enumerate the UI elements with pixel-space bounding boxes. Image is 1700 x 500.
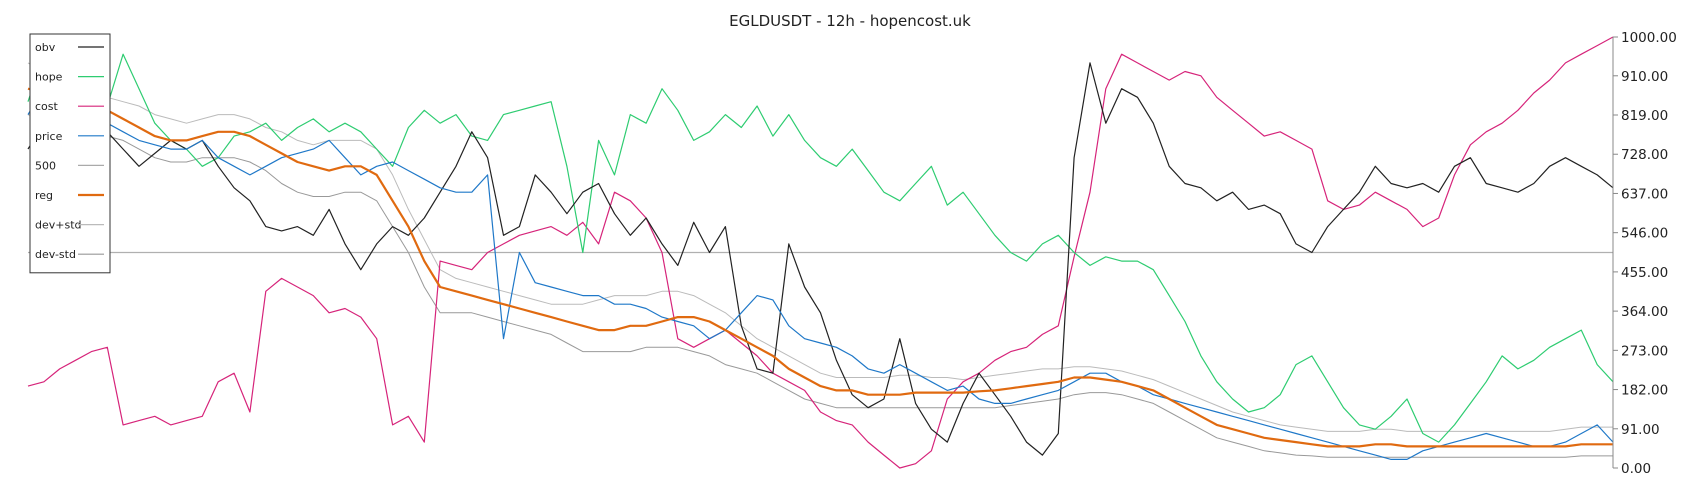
legend-label: dev+std [35,219,82,232]
legend-label: price [35,130,63,143]
y-tick-label: 637.00 [1621,186,1668,202]
y-tick-label: 91.00 [1621,422,1660,438]
chart-title: EGLDUSDT - 12h - hopencost.uk [729,12,971,30]
y-tick-label: 1000.00 [1621,30,1677,46]
series-line-obv [27,62,1614,456]
y-tick-label: 546.00 [1621,226,1668,242]
series-line-dev-std [27,62,1613,432]
series-line-reg [27,87,1613,448]
y-tick-label: 819.00 [1621,108,1668,124]
legend-label: hope [35,71,63,84]
y-tick-label: 728.00 [1621,147,1668,163]
y-tick-label: 273.00 [1621,343,1668,359]
series-line-price [27,88,1614,460]
legend-label: 500 [35,159,56,172]
series-line-cost [27,36,1614,469]
y-tick-label: 182.00 [1621,383,1668,399]
legend-label: cost [35,100,59,113]
series-line-dev-std [27,114,1613,458]
legend-label: reg [35,189,53,202]
series-line-hope [27,53,1614,443]
legend-box [29,33,111,274]
legend-label: obv [35,41,56,54]
y-tick-label: 455.00 [1621,265,1668,281]
y-tick-label: 0.00 [1621,461,1651,477]
y-tick-label: 910.00 [1621,69,1668,85]
legend-label: dev-std [35,248,76,261]
y-tick-label: 364.00 [1621,304,1668,320]
